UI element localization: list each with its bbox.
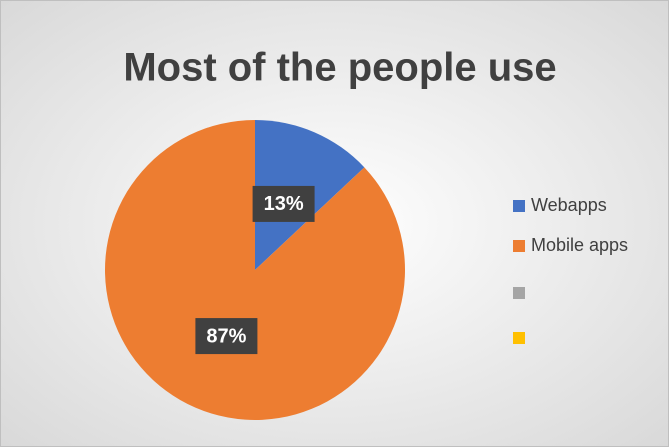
data-label: 13% [252,185,315,222]
data-label-text: 87% [206,325,246,347]
data-label-text: 13% [264,193,304,215]
legend-label: Webapps [531,195,607,215]
legend-swatch [513,332,525,344]
legend-swatch [513,287,525,299]
data-label-box [195,318,258,355]
data-label: 87% [195,318,258,355]
legend-swatch [513,200,525,212]
legend-label: Mobile apps [531,235,628,255]
legend-swatch [513,240,525,252]
chart-title: Most of the people use [123,46,556,90]
data-label-box [252,185,315,222]
pie-slice [104,120,406,420]
